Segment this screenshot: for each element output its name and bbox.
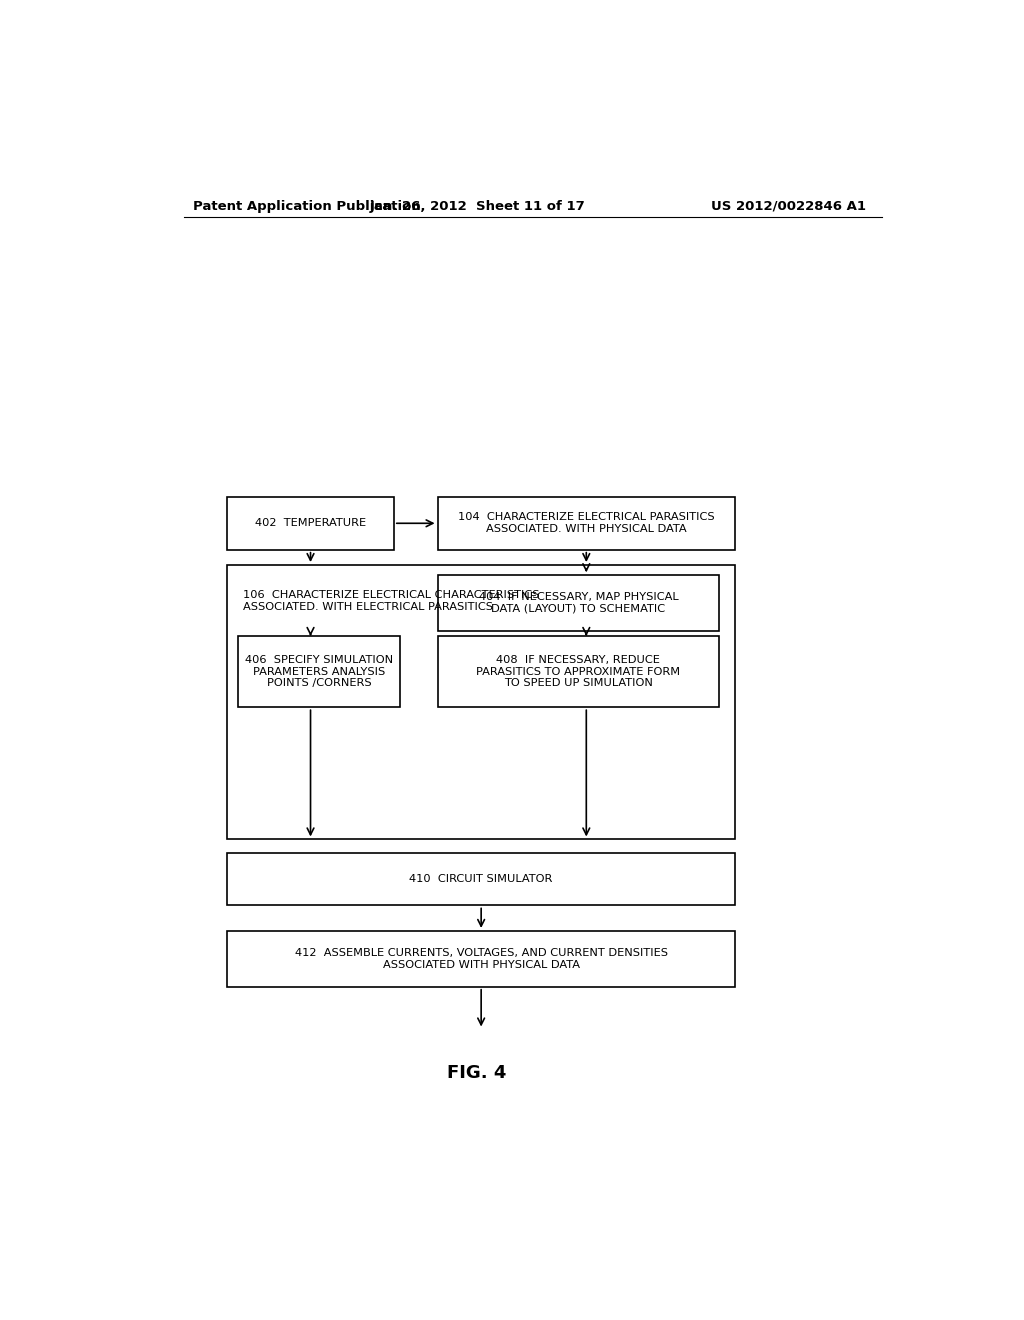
Text: Patent Application Publication: Patent Application Publication: [194, 199, 421, 213]
Text: 106  CHARACTERIZE ELECTRICAL CHARACTERISTICS
ASSOCIATED. WITH ELECTRICAL PARASIT: 106 CHARACTERIZE ELECTRICAL CHARACTERIST…: [243, 590, 540, 612]
Bar: [227, 931, 735, 987]
Text: 408  IF NECESSARY, REDUCE
PARASITICS TO APPROXIMATE FORM
TO SPEED UP SIMULATION: 408 IF NECESSARY, REDUCE PARASITICS TO A…: [476, 655, 680, 688]
Bar: [437, 496, 735, 549]
Text: 412  ASSEMBLE CURRENTS, VOLTAGES, AND CURRENT DENSITIES
ASSOCIATED WITH PHYSICAL: 412 ASSEMBLE CURRENTS, VOLTAGES, AND CUR…: [295, 948, 668, 970]
Text: 406  SPECIFY SIMULATION
PARAMETERS ANALYSIS
POINTS /CORNERS: 406 SPECIFY SIMULATION PARAMETERS ANALYS…: [245, 655, 393, 688]
Bar: [238, 636, 400, 708]
Text: 410  CIRCUIT SIMULATOR: 410 CIRCUIT SIMULATOR: [410, 874, 553, 884]
Text: 104  CHARACTERIZE ELECTRICAL PARASITICS
ASSOCIATED. WITH PHYSICAL DATA: 104 CHARACTERIZE ELECTRICAL PARASITICS A…: [458, 512, 715, 535]
Bar: [437, 636, 719, 708]
Bar: [227, 496, 394, 549]
Bar: [227, 565, 735, 840]
Text: Jan. 26, 2012  Sheet 11 of 17: Jan. 26, 2012 Sheet 11 of 17: [370, 199, 585, 213]
Text: 404  IF NECESSARY, MAP PHYSICAL
DATA (LAYOUT) TO SCHEMATIC: 404 IF NECESSARY, MAP PHYSICAL DATA (LAY…: [478, 593, 678, 614]
Bar: [227, 853, 735, 906]
Bar: [437, 576, 719, 631]
Text: FIG. 4: FIG. 4: [447, 1064, 507, 1082]
Text: US 2012/0022846 A1: US 2012/0022846 A1: [711, 199, 866, 213]
Text: 402  TEMPERATURE: 402 TEMPERATURE: [255, 519, 367, 528]
